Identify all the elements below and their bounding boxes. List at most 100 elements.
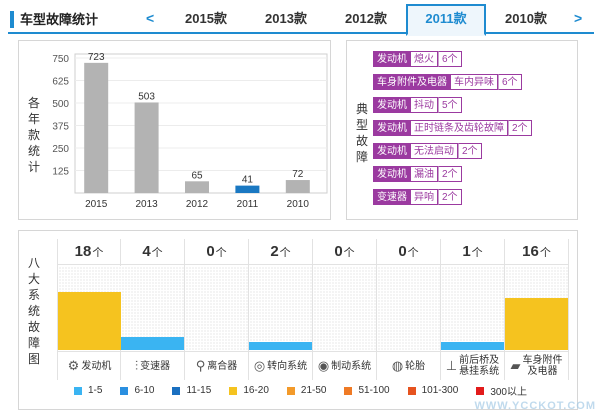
tab-2015[interactable]: 2015款	[185, 11, 227, 26]
system-column[interactable]: 2个 ◎ 转向系统	[249, 239, 313, 380]
typical-failure-item[interactable]: 发动机 熄火 6个	[373, 51, 532, 67]
system-count-value: 0	[334, 243, 343, 260]
suspension-icon: ⊥	[445, 358, 458, 373]
side-label-char: 年	[27, 112, 40, 126]
tab-2012[interactable]: 2012款	[345, 11, 387, 26]
system-name: ⊥ 前后桥及 悬挂系统	[441, 351, 504, 380]
failure-count: 2个	[458, 143, 482, 159]
legend-swatch	[476, 386, 485, 395]
tab-2013[interactable]: 2013款	[265, 11, 307, 26]
system-count-unit: 个	[407, 247, 419, 259]
tab-2011[interactable]: 2011款	[406, 4, 486, 36]
system-count-unit: 个	[215, 247, 227, 259]
legend-label: 6-10	[134, 385, 155, 396]
legend-item: 1-5	[74, 383, 102, 398]
system-column[interactable]: 0个 ◉ 制动系统	[313, 239, 377, 380]
yearly-bar-chart: 125 250 375 500 625 750 723 2015 503 2013 65 2012 41…	[52, 52, 328, 210]
side-label-char: 统	[27, 144, 40, 158]
system-count-value: 2	[270, 243, 279, 260]
side-label-char: 图	[27, 352, 40, 366]
body-electric-icon: ▰	[510, 358, 521, 373]
typical-failure-item[interactable]: 发动机 漏油 2个	[373, 166, 532, 182]
legend-swatch	[229, 386, 238, 395]
system-name: ⚲ 离合器	[185, 351, 248, 380]
system-name-label: 制动系统	[331, 360, 372, 372]
bar-2012	[185, 181, 209, 193]
failure-count: 2个	[508, 120, 532, 136]
typical-failures-side-label: 典 型 故 障	[355, 101, 369, 165]
data-label: 503	[138, 91, 155, 102]
typical-failure-item[interactable]: 变速器 异响 2个	[373, 189, 532, 205]
typical-failure-item[interactable]: 发动机 正时链条及齿轮故障 2个	[373, 120, 532, 136]
failure-count: 2个	[438, 166, 462, 182]
failure-description: 异响	[411, 189, 438, 205]
side-label-char: 大	[27, 272, 40, 286]
x-tick-label: 2015	[85, 199, 108, 210]
system-columns: 18个 ⚙ 发动机 4个 ⫶ 变速器 0个 ⚲ 离合器 2个 ◎ 转向系统 0个 ◉ 制动系统 0个 ◍ 轮胎 1个…	[57, 239, 569, 380]
typical-failure-item[interactable]: 车身附件及电器 车内异味 6个	[373, 74, 532, 90]
legend-label: 21-50	[300, 385, 327, 396]
typical-failure-list: 发动机 熄火 6个 车身附件及电器 车内异味 6个 发动机 抖动 5个 发动机 …	[373, 51, 532, 212]
data-label: 65	[191, 170, 203, 181]
failure-description: 正时链条及齿轮故障	[411, 120, 508, 136]
system-name: ◎ 转向系统	[249, 351, 312, 380]
gearbox-icon: ⫶	[134, 358, 139, 373]
page-title: 车型故障统计	[10, 11, 98, 28]
typical-failure-item[interactable]: 发动机 抖动 5个	[373, 97, 532, 113]
system-count-unit: 个	[279, 247, 291, 259]
system-bar-fill	[249, 342, 312, 350]
system-name-label: 轮胎	[405, 360, 426, 372]
system-column[interactable]: 0个 ⚲ 离合器	[185, 239, 249, 380]
side-label-char: 故	[355, 134, 368, 148]
failure-system-tag: 发动机	[373, 166, 411, 182]
x-tick-label: 2011	[237, 199, 259, 210]
bar-2013	[134, 102, 159, 193]
system-bar-area	[58, 266, 121, 350]
failure-description: 车内异味	[451, 74, 498, 90]
yearly-stats-panel: 各 年 款 统 计 125 250 375 500 625 750 723 2015 503 20…	[18, 40, 331, 220]
system-column[interactable]: 4个 ⫶ 变速器	[121, 239, 185, 380]
side-label-char: 障	[355, 150, 368, 164]
system-column[interactable]: 1个 ⊥ 前后桥及 悬挂系统	[441, 239, 505, 380]
data-label: 72	[292, 169, 304, 180]
y-tick-label: 625	[52, 77, 69, 88]
legend-label: 16-20	[243, 385, 269, 396]
system-bar-area	[505, 266, 568, 350]
failure-description: 漏油	[411, 166, 438, 182]
system-name: ▰ 车身附件 及电器	[505, 351, 568, 380]
system-count: 0个	[313, 239, 376, 265]
failure-count: 2个	[438, 189, 462, 205]
legend-label: 300以上	[490, 387, 527, 398]
severity-legend: 1-5 6-10 11-15 16-20 21-50 51-100 101-300 300以上	[74, 383, 545, 398]
eight-systems-panel: 八 大 系 统 故 障 图 18个 ⚙ 发动机 4个 ⫶ 变速器 0个 ⚲ 离合器 2个 ◎ 转向系统…	[18, 230, 578, 410]
system-bar-area	[249, 266, 312, 350]
system-column[interactable]: 0个 ◍ 轮胎	[377, 239, 441, 380]
brake-icon: ◉	[317, 358, 330, 373]
header-bar: 车型故障统计 < 2015款 2013款 2012款 2011款 2010款 >	[8, 4, 594, 36]
system-bar-area	[377, 266, 440, 350]
system-count-unit: 个	[92, 247, 104, 259]
system-name-label: 发动机	[81, 360, 112, 372]
bar-2011	[235, 185, 260, 193]
legend-item: 6-10	[120, 383, 154, 398]
tab-2010[interactable]: 2010款	[505, 11, 547, 26]
system-name: ◍ 轮胎	[377, 351, 440, 380]
system-name: ◉ 制动系统	[313, 351, 376, 380]
system-bar-area	[313, 266, 376, 350]
system-count-value: 4	[142, 243, 151, 260]
next-tab-arrow-icon[interactable]: >	[574, 10, 583, 26]
system-bar-area	[185, 266, 248, 350]
legend-label: 51-100	[358, 385, 390, 396]
year-tabs: 2015款 2013款 2012款 2011款 2010款	[166, 4, 566, 36]
engine-icon: ⚙	[67, 358, 80, 373]
typical-failure-item[interactable]: 发动机 无法启动 2个	[373, 143, 532, 159]
system-name: ⚙ 发动机	[58, 351, 121, 380]
failure-count: 6个	[438, 51, 462, 67]
system-column[interactable]: 16个 ▰ 车身附件 及电器	[505, 239, 569, 380]
system-count-value: 16	[522, 243, 539, 260]
legend-swatch	[120, 386, 129, 395]
system-count-value: 0	[206, 243, 215, 260]
system-column[interactable]: 18个 ⚙ 发动机	[57, 239, 121, 380]
legend-label: 101-300	[421, 385, 459, 396]
prev-tab-arrow-icon[interactable]: <	[146, 10, 155, 26]
